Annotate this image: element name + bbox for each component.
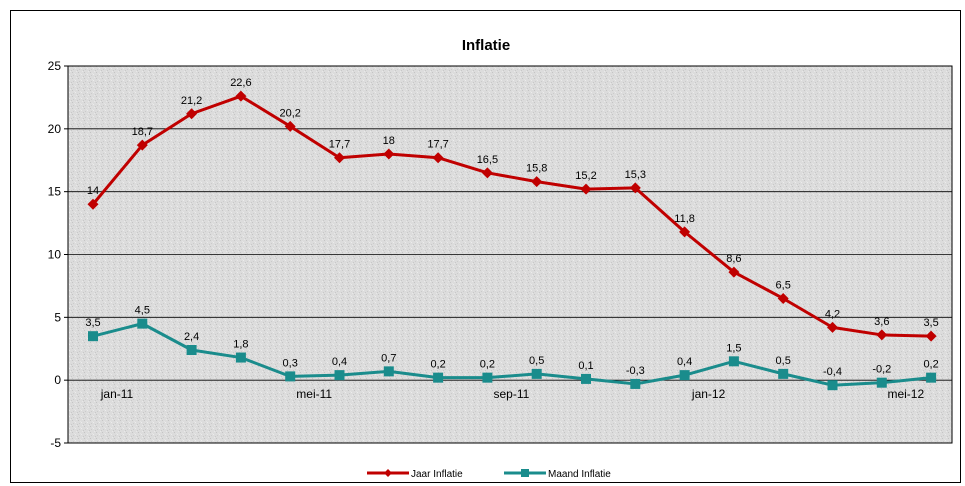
data-point-square [876, 377, 887, 388]
series-line-maand [92, 322, 932, 387]
data-label: 14 [87, 185, 99, 197]
data-point-square [926, 372, 937, 383]
data-label: 0,3 [283, 357, 298, 369]
data-label: -0,2 [872, 364, 891, 376]
y-tick-label: 15 [48, 185, 62, 199]
data-point-square [778, 368, 789, 379]
data-point-diamond [186, 108, 198, 120]
data-point-diamond [728, 266, 740, 278]
data-point-square [334, 370, 345, 381]
y-tick-label: 10 [48, 248, 62, 262]
chart-title: Inflatie [462, 37, 510, 54]
data-point-diamond [87, 198, 99, 210]
legend-label: Maand Inflatie [548, 469, 611, 480]
data-point-diamond [383, 148, 395, 160]
data-label: 0,2 [923, 359, 938, 371]
data-label: 20,2 [279, 107, 300, 119]
data-point-square [285, 371, 296, 382]
data-point-diamond [531, 176, 543, 188]
data-point-diamond [925, 330, 937, 342]
data-label: 11,8 [674, 213, 695, 225]
y-tick-label: 25 [48, 59, 62, 73]
data-label: 2,4 [184, 331, 199, 343]
inflation-chart: Inflatie -5 0 5 10 15 20 25 jan-11 mei-11 sep-11 j… [48, 37, 953, 480]
chart-frame: Inflatie -5 0 5 10 15 20 25 jan-11 mei-11 sep-11 j… [10, 10, 961, 483]
data-point-diamond [580, 183, 592, 195]
data-label: 0,5 [529, 355, 544, 367]
data-label: 6,5 [776, 279, 791, 291]
data-point-diamond [284, 120, 296, 132]
x-tick-label: mei-12 [887, 387, 924, 401]
data-point-square [433, 372, 444, 383]
y-tick-label: 20 [48, 122, 62, 136]
data-label: 0,2 [480, 359, 495, 371]
data-label: 21,2 [181, 95, 202, 107]
legend-marker [521, 469, 529, 477]
x-tick-label: sep-11 [493, 387, 529, 401]
x-tick-label: jan-12 [691, 387, 726, 401]
data-label: 17,7 [329, 139, 350, 151]
data-label: 0,5 [776, 355, 791, 367]
data-label: -0,4 [823, 366, 842, 378]
data-label: 15,3 [625, 169, 646, 181]
data-label: 3,6 [874, 316, 889, 328]
data-point-square [383, 366, 394, 377]
data-point-square [630, 378, 641, 389]
data-point-square [137, 318, 148, 329]
data-point-square [531, 368, 542, 379]
legend-marker [384, 469, 392, 477]
data-point-square [581, 373, 591, 384]
data-label: 4,5 [135, 305, 150, 317]
data-label: 16,5 [477, 154, 498, 166]
data-point-square [235, 352, 246, 363]
data-point-diamond [827, 321, 838, 333]
x-tick-label: jan-11 [100, 387, 134, 401]
data-point-square [679, 370, 690, 381]
data-label: 1,5 [726, 342, 741, 354]
data-point-square [186, 345, 197, 356]
data-label: 4,2 [825, 308, 840, 320]
data-point-diamond [679, 226, 691, 238]
data-point-square [482, 372, 493, 383]
data-point-square [827, 380, 838, 391]
data-point-diamond [235, 90, 247, 102]
data-label: 0,2 [430, 359, 445, 371]
legend-label: Jaar Inflatie [411, 469, 463, 480]
data-label: 18 [383, 135, 395, 147]
data-point-diamond [334, 152, 345, 164]
data-label: 0,1 [578, 360, 593, 372]
series-line-jaar [91, 94, 932, 338]
data-label: 1,8 [233, 339, 248, 351]
data-point-square [88, 331, 98, 342]
data-point-diamond [136, 139, 148, 151]
data-label: -0,3 [626, 365, 645, 377]
data-label: 0,4 [332, 356, 347, 368]
y-tick-label: 0 [54, 373, 61, 387]
x-tick-label: mei-11 [296, 387, 332, 401]
data-label: 0,4 [677, 356, 692, 368]
data-label: 3,5 [923, 317, 938, 329]
data-label: 8,6 [726, 253, 741, 265]
data-label: 0,7 [381, 352, 396, 364]
data-label: 15,2 [575, 170, 596, 182]
data-label: 15,8 [526, 163, 547, 175]
y-tick-label: 5 [54, 310, 61, 324]
y-tick-label: -5 [50, 436, 61, 450]
data-point-diamond [432, 152, 444, 164]
data-point-diamond [481, 167, 493, 179]
data-label: 17,7 [427, 139, 448, 151]
data-point-diamond [876, 329, 888, 341]
data-point-diamond [629, 182, 641, 194]
data-point-square [728, 356, 739, 367]
data-label: 18,7 [132, 126, 153, 138]
data-label: 22,6 [230, 77, 251, 89]
data-label: 3,5 [85, 317, 100, 329]
data-point-diamond [777, 292, 789, 304]
